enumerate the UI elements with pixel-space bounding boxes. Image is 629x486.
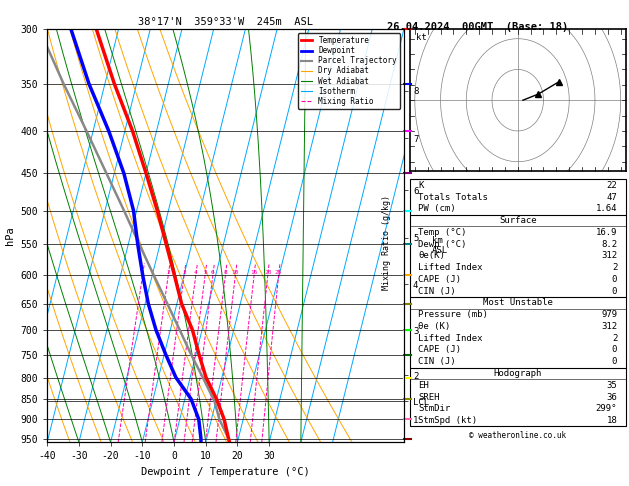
- Text: 10: 10: [231, 270, 239, 276]
- Text: 16.9: 16.9: [596, 228, 617, 237]
- Text: Dewp (°C): Dewp (°C): [418, 240, 467, 248]
- Text: StmDir: StmDir: [418, 404, 450, 413]
- Text: 15: 15: [250, 270, 258, 276]
- Text: Temp (°C): Temp (°C): [418, 228, 467, 237]
- Text: StmSpd (kt): StmSpd (kt): [418, 416, 477, 425]
- Text: 1.64: 1.64: [596, 204, 617, 213]
- Text: 36: 36: [606, 393, 617, 401]
- Text: Mixing Ratio (g/kg): Mixing Ratio (g/kg): [382, 195, 391, 291]
- Text: 18: 18: [606, 416, 617, 425]
- Text: 4: 4: [194, 270, 198, 276]
- Text: 0: 0: [612, 346, 617, 354]
- Legend: Temperature, Dewpoint, Parcel Trajectory, Dry Adiabat, Wet Adiabat, Isotherm, Mi: Temperature, Dewpoint, Parcel Trajectory…: [298, 33, 400, 109]
- Text: 5: 5: [203, 270, 207, 276]
- Text: 312: 312: [601, 322, 617, 331]
- Text: 26.04.2024  00GMT  (Base: 18): 26.04.2024 00GMT (Base: 18): [387, 22, 569, 32]
- Text: SREH: SREH: [418, 393, 440, 401]
- Y-axis label: km
ASL: km ASL: [432, 236, 448, 255]
- Text: θe(K): θe(K): [418, 251, 445, 260]
- Text: CAPE (J): CAPE (J): [418, 346, 461, 354]
- Text: CIN (J): CIN (J): [418, 357, 456, 366]
- Text: Totals Totals: Totals Totals: [418, 192, 488, 202]
- Text: EH: EH: [418, 381, 429, 390]
- Text: 2: 2: [612, 334, 617, 343]
- Text: Lifted Index: Lifted Index: [418, 263, 483, 272]
- Text: 0: 0: [612, 275, 617, 284]
- Text: © weatheronline.co.uk: © weatheronline.co.uk: [469, 431, 566, 440]
- Text: 0: 0: [612, 357, 617, 366]
- Text: θe (K): θe (K): [418, 322, 450, 331]
- Text: Pressure (mb): Pressure (mb): [418, 310, 488, 319]
- Text: PW (cm): PW (cm): [418, 204, 456, 213]
- Text: 8: 8: [223, 270, 227, 276]
- Text: 312: 312: [601, 251, 617, 260]
- Text: CIN (J): CIN (J): [418, 287, 456, 295]
- Text: 0: 0: [612, 287, 617, 295]
- Text: 2: 2: [612, 263, 617, 272]
- Text: 8.2: 8.2: [601, 240, 617, 248]
- X-axis label: Dewpoint / Temperature (°C): Dewpoint / Temperature (°C): [141, 467, 310, 477]
- Text: 1: 1: [141, 270, 145, 276]
- Text: 35: 35: [606, 381, 617, 390]
- Title: 38°17'N  359°33'W  245m  ASL: 38°17'N 359°33'W 245m ASL: [138, 17, 313, 27]
- Text: Surface: Surface: [499, 216, 537, 225]
- Text: 979: 979: [601, 310, 617, 319]
- Text: 20: 20: [264, 270, 272, 276]
- Text: 3: 3: [182, 270, 186, 276]
- Text: 47: 47: [606, 192, 617, 202]
- Text: 2: 2: [166, 270, 170, 276]
- Text: CAPE (J): CAPE (J): [418, 275, 461, 284]
- Text: 299°: 299°: [596, 404, 617, 413]
- Text: 25: 25: [275, 270, 282, 276]
- Text: kt: kt: [416, 34, 427, 42]
- Text: 6: 6: [211, 270, 214, 276]
- Text: K: K: [418, 181, 424, 190]
- Y-axis label: hPa: hPa: [5, 226, 15, 245]
- Text: Lifted Index: Lifted Index: [418, 334, 483, 343]
- Text: Hodograph: Hodograph: [494, 369, 542, 378]
- Text: 22: 22: [606, 181, 617, 190]
- Text: Most Unstable: Most Unstable: [483, 298, 553, 308]
